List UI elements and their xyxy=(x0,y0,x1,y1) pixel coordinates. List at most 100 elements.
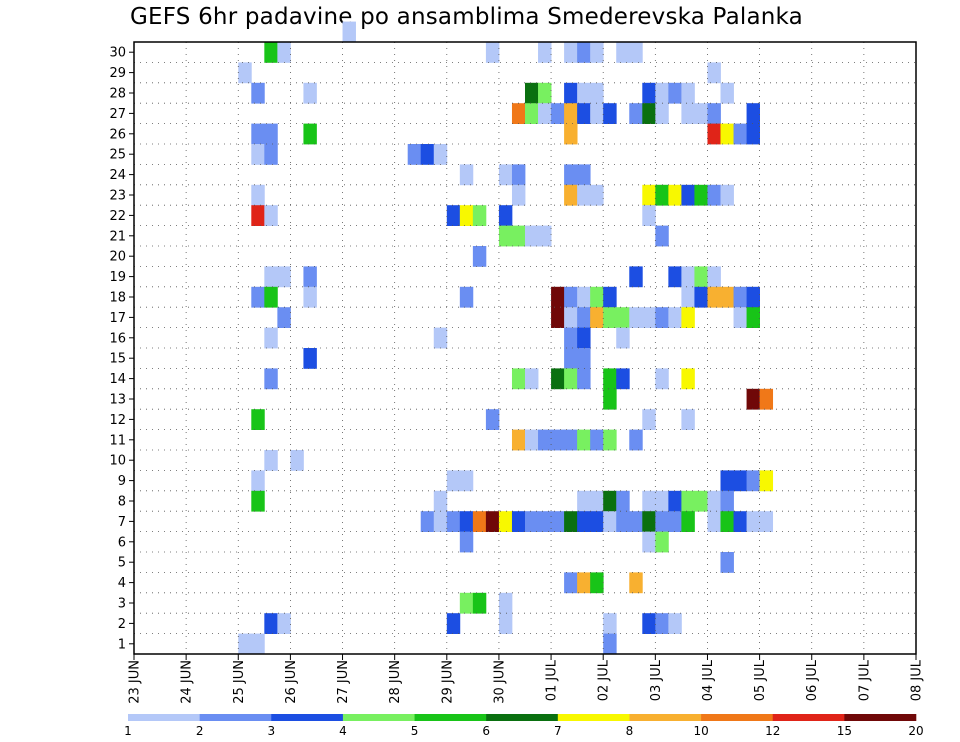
heatmap-cell xyxy=(564,82,578,104)
y-tick-label: 11 xyxy=(109,433,126,448)
heatmap-cell xyxy=(629,511,643,532)
heatmap-cell xyxy=(616,490,630,512)
heatmap-cell xyxy=(681,103,695,124)
heatmap-cell xyxy=(733,511,747,532)
heatmap-cell xyxy=(577,103,591,124)
heatmap-cell xyxy=(642,409,656,430)
heatmap-cell xyxy=(642,531,656,553)
grid-lines xyxy=(134,42,916,654)
heatmap-cell xyxy=(446,205,461,226)
heatmap-cell xyxy=(720,82,734,104)
heatmap-cell xyxy=(538,42,552,63)
heatmap-cell xyxy=(603,613,617,634)
heatmap-cell xyxy=(720,286,734,308)
x-axis: 23 JUN 24 JUN 25 JUN 26 JUN 27 JUN 28 JUN 29 J… xyxy=(128,654,925,704)
heatmap-cell xyxy=(407,144,422,165)
heatmap-cell xyxy=(590,511,604,532)
heatmap-cell xyxy=(590,184,604,206)
heatmap-cell xyxy=(511,164,526,186)
heatmap-cell xyxy=(264,144,278,165)
heatmap-cell xyxy=(720,511,734,532)
heatmap-cell xyxy=(707,266,721,288)
y-tick-label: 12 xyxy=(109,413,126,428)
heatmap-cell xyxy=(590,82,604,104)
heatmap-cell xyxy=(694,184,708,206)
x-tick-label: 24 JUN xyxy=(180,660,195,704)
heatmap-cell xyxy=(420,511,435,532)
heatmap-cell xyxy=(668,184,682,206)
heatmap-cell xyxy=(251,470,265,492)
heatmap-cell xyxy=(707,511,721,532)
heatmap-cell xyxy=(525,511,539,532)
heatmap-cell xyxy=(603,368,617,390)
heatmap-cell xyxy=(264,123,278,145)
legend-swatch xyxy=(557,714,630,721)
heatmap-cell xyxy=(498,613,513,634)
heatmap-cell xyxy=(655,184,669,206)
heatmap-cell xyxy=(264,327,278,349)
heatmap-cell xyxy=(681,307,695,328)
heatmap-cell xyxy=(668,511,682,532)
heatmap-cell xyxy=(629,429,643,451)
y-tick-label: 24 xyxy=(109,168,126,183)
heatmap-cell xyxy=(642,103,656,124)
y-tick-label: 8 xyxy=(118,495,126,510)
heatmap-cell xyxy=(681,490,695,512)
heatmap-cell xyxy=(564,307,578,328)
legend-swatch xyxy=(701,714,774,721)
heatmap-cell xyxy=(603,286,617,308)
y-tick-label: 28 xyxy=(109,87,126,102)
x-tick-label: 23 JUN xyxy=(128,660,143,704)
legend-label: 12 xyxy=(765,724,780,738)
heatmap-cell xyxy=(603,511,617,532)
heatmap-cell xyxy=(629,307,643,328)
heatmap-cell xyxy=(264,205,278,226)
heatmap-cell xyxy=(720,490,734,512)
heatmap-cell xyxy=(707,123,721,145)
heatmap-cell xyxy=(655,613,669,634)
heatmap-cell xyxy=(564,348,578,369)
x-tick-label: 08 JUL xyxy=(910,659,925,701)
heatmap-cell xyxy=(681,266,695,288)
heatmap-cell xyxy=(577,42,591,63)
heatmap-cell xyxy=(564,327,578,349)
heatmap-cell xyxy=(459,205,474,226)
heatmap-cell xyxy=(655,82,669,104)
heatmap-cell xyxy=(538,225,552,247)
x-tick-label: 03 JUL xyxy=(649,659,664,701)
legend-swatch xyxy=(629,714,702,721)
heatmap-cell xyxy=(759,470,774,492)
heatmap-cell xyxy=(251,144,265,165)
y-tick-label: 19 xyxy=(109,270,126,285)
heatmap-cell xyxy=(251,205,265,226)
y-tick-label: 6 xyxy=(118,535,126,550)
heatmap-cell xyxy=(277,613,291,634)
heatmap-cell xyxy=(642,205,656,226)
heatmap-cell xyxy=(538,511,552,532)
heatmap-cell xyxy=(459,511,474,532)
heatmap-cell xyxy=(551,286,565,308)
heatmap-cell xyxy=(303,348,317,369)
heatmap-cell xyxy=(590,429,604,451)
heatmap-cell xyxy=(746,103,760,124)
heatmap-cell xyxy=(459,286,474,308)
y-tick-label: 25 xyxy=(109,148,126,163)
heatmap-cell xyxy=(759,388,774,410)
heatmap-cell xyxy=(498,592,513,614)
y-tick-label: 1 xyxy=(118,637,126,652)
legend-swatch xyxy=(342,714,415,721)
x-tick-label: 06 JUL xyxy=(805,659,820,701)
heatmap-cell xyxy=(707,286,721,308)
heatmap-cell xyxy=(681,82,695,104)
heatmap-cell xyxy=(564,103,578,124)
heatmap-cell xyxy=(472,592,487,614)
heatmap-cell xyxy=(720,470,734,492)
heatmap-cell xyxy=(681,511,695,532)
legend-swatch xyxy=(128,714,200,721)
heatmap-cell xyxy=(303,123,317,145)
heatmap-cell xyxy=(498,205,513,226)
heatmap-cell xyxy=(655,511,669,532)
heatmap-cell xyxy=(459,531,474,553)
heatmap-cell xyxy=(277,42,291,63)
